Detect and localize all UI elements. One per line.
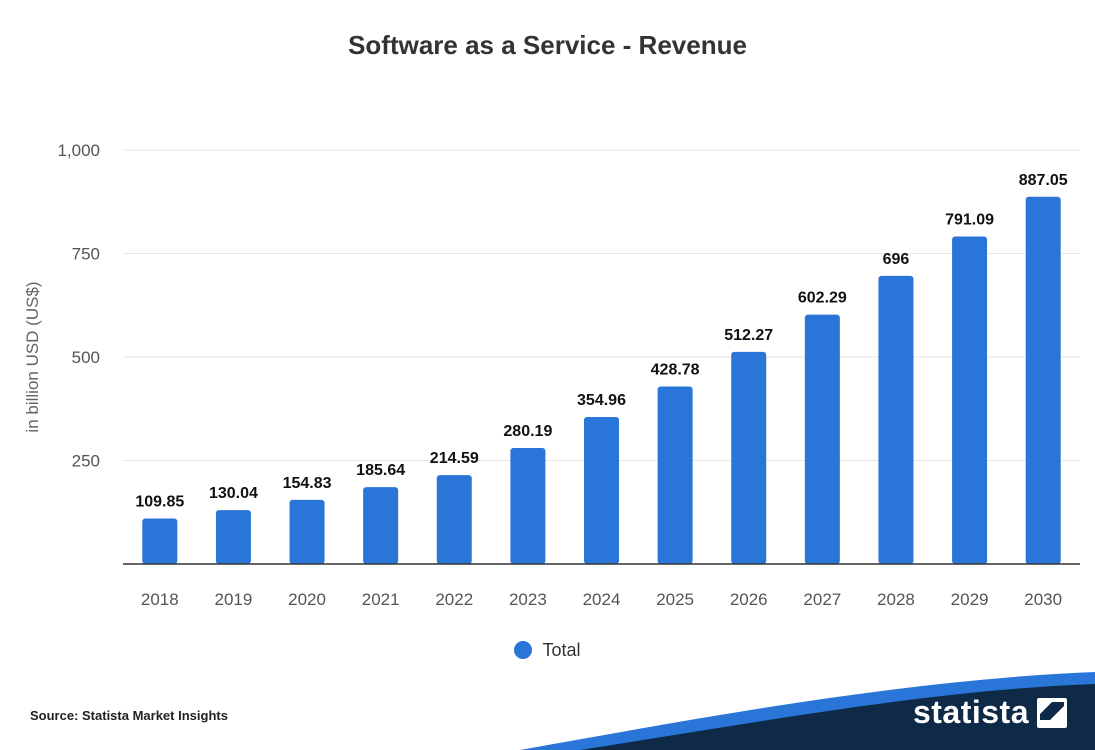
x-tick-label: 2029 <box>951 590 989 609</box>
x-tick-label: 2023 <box>509 590 547 609</box>
data-label-2020: 154.83 <box>283 475 332 492</box>
data-label-2028: 696 <box>883 251 910 268</box>
data-label-2029: 791.09 <box>945 211 994 228</box>
chart-title: Software as a Service - Revenue <box>348 30 747 60</box>
legend-marker <box>514 641 533 659</box>
x-tick-label: 2027 <box>803 590 841 609</box>
data-label-2027: 602.29 <box>798 290 847 307</box>
x-tick-label: 2020 <box>288 590 326 609</box>
bar-2028[interactable] <box>878 275 914 564</box>
bar-2019[interactable] <box>215 510 251 564</box>
bar-2023[interactable] <box>510 448 546 564</box>
y-tick-label: 1,000 <box>57 141 100 160</box>
data-label-2024: 354.96 <box>577 392 626 409</box>
data-label-2023: 280.19 <box>503 423 552 440</box>
data-label-2021: 185.64 <box>356 462 405 479</box>
x-axis-ticks: 2018 2019 2020 2021 2022 2023 2024 2025 2026 2027… <box>141 590 1062 609</box>
data-label-2019: 130.04 <box>209 485 258 502</box>
data-label-2022: 214.59 <box>430 450 479 467</box>
y-axis-ticks: 250 500 750 1,000 <box>57 141 100 471</box>
data-label-2030: 887.05 <box>1019 172 1068 189</box>
brand-wordmark: statista <box>912 694 1029 730</box>
data-label-2025: 428.78 <box>651 361 700 378</box>
x-tick-label: 2018 <box>141 590 179 609</box>
bar-2026[interactable] <box>731 351 767 564</box>
bar-2022[interactable] <box>436 475 472 564</box>
x-tick-label: 2030 <box>1024 590 1062 609</box>
bars <box>142 196 1061 565</box>
data-labels: 109.85 130.04 154.83 185.64 214.59 280.19 354.… <box>135 172 1067 511</box>
data-label-2018: 109.85 <box>135 494 184 511</box>
bar-2025[interactable] <box>657 386 693 564</box>
x-tick-label: 2026 <box>730 590 768 609</box>
bar-chart: 250 500 750 1,000 109.85 130.04 154.83 185.64 2… <box>23 141 1080 609</box>
bar-2024[interactable] <box>584 417 619 564</box>
x-tick-label: 2022 <box>435 590 473 609</box>
x-tick-label: 2019 <box>215 590 253 609</box>
x-tick-label: 2025 <box>656 590 694 609</box>
y-axis-title: in billion USD (US$) <box>23 281 42 432</box>
x-tick-label: 2024 <box>583 590 621 609</box>
source-note: Source: Statista Market Insights <box>30 708 228 723</box>
y-tick-label: 750 <box>72 245 100 264</box>
bar-2027[interactable] <box>804 314 840 564</box>
x-tick-label: 2021 <box>362 590 400 609</box>
data-label-2026: 512.27 <box>724 327 773 344</box>
statista-logo-icon <box>1037 697 1067 728</box>
legend-label: Total <box>542 640 581 660</box>
gridlines <box>123 149 1080 461</box>
bar-2029[interactable] <box>952 236 988 564</box>
x-tick-label: 2028 <box>877 590 915 609</box>
bar-2020[interactable] <box>289 499 325 564</box>
bar-2018[interactable] <box>142 518 178 564</box>
bar-2030[interactable] <box>1025 196 1061 565</box>
y-tick-label: 250 <box>72 452 100 471</box>
statista-brand[interactable]: statista <box>913 694 1067 731</box>
bar-2021[interactable] <box>363 487 399 564</box>
y-tick-label: 500 <box>72 348 100 367</box>
legend: Total <box>0 640 1095 661</box>
